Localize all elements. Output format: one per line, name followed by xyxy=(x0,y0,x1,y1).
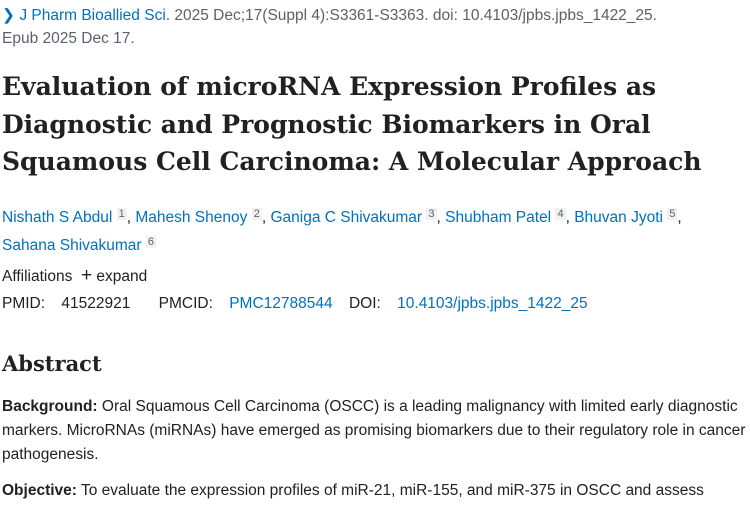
abstract-objective: Objective: To evaluate the expression pr… xyxy=(2,482,704,499)
doi-link[interactable]: 10.4103/jpbs.jpbs_1422_25 xyxy=(397,295,588,312)
citation-details: 2025 Dec;17(Suppl 4):S3361-S3363. doi: 1… xyxy=(170,7,657,24)
affiliations-toggle[interactable]: Affiliations + expand xyxy=(2,265,148,286)
pmcid-link[interactable]: PMC12788544 xyxy=(229,295,333,312)
author-link[interactable]: Ganiga C Shivakumar xyxy=(270,209,423,226)
affiliation-ref[interactable]: 2 xyxy=(251,208,262,220)
chevron-right-icon: ❯ xyxy=(2,7,15,24)
abstract-heading: Abstract xyxy=(2,351,102,376)
affiliation-ref[interactable]: 3 xyxy=(426,208,437,220)
citation: ❯ J Pharm Bioallied Sci. 2025 Dec;17(Sup… xyxy=(2,4,747,50)
author-list: Nishath S Abdul 1, Mahesh Shenoy 2, Gani… xyxy=(2,208,682,254)
author-link[interactable]: Sahana Shivakumar xyxy=(2,237,142,254)
author-link[interactable]: Nishath S Abdul xyxy=(2,209,113,226)
journal-link[interactable]: ❯ J Pharm Bioallied Sci. xyxy=(2,7,171,24)
affiliation-ref[interactable]: 4 xyxy=(555,208,566,220)
author-link[interactable]: Mahesh Shenoy xyxy=(135,209,248,226)
identifiers: PMID: 41522921 PMCID: PMC12788544 DOI: 1… xyxy=(2,295,588,312)
abstract-background: Background: Oral Squamous Cell Carcinoma… xyxy=(2,398,746,463)
plus-icon: + xyxy=(81,265,93,286)
article-title: Evaluation of microRNA Expression Profil… xyxy=(2,72,702,176)
abstract-body: Background: Oral Squamous Cell Carcinoma… xyxy=(2,395,747,515)
affiliation-ref[interactable]: 6 xyxy=(145,236,157,248)
author-link[interactable]: Shubham Patel xyxy=(445,209,552,226)
author-link[interactable]: Bhuvan Jyoti xyxy=(574,209,663,226)
epub-date: Epub 2025 Dec 17. xyxy=(2,30,135,47)
affiliation-ref[interactable]: 1 xyxy=(116,208,127,220)
affiliation-ref[interactable]: 5 xyxy=(667,208,678,220)
pmid: 41522921 xyxy=(61,295,131,312)
